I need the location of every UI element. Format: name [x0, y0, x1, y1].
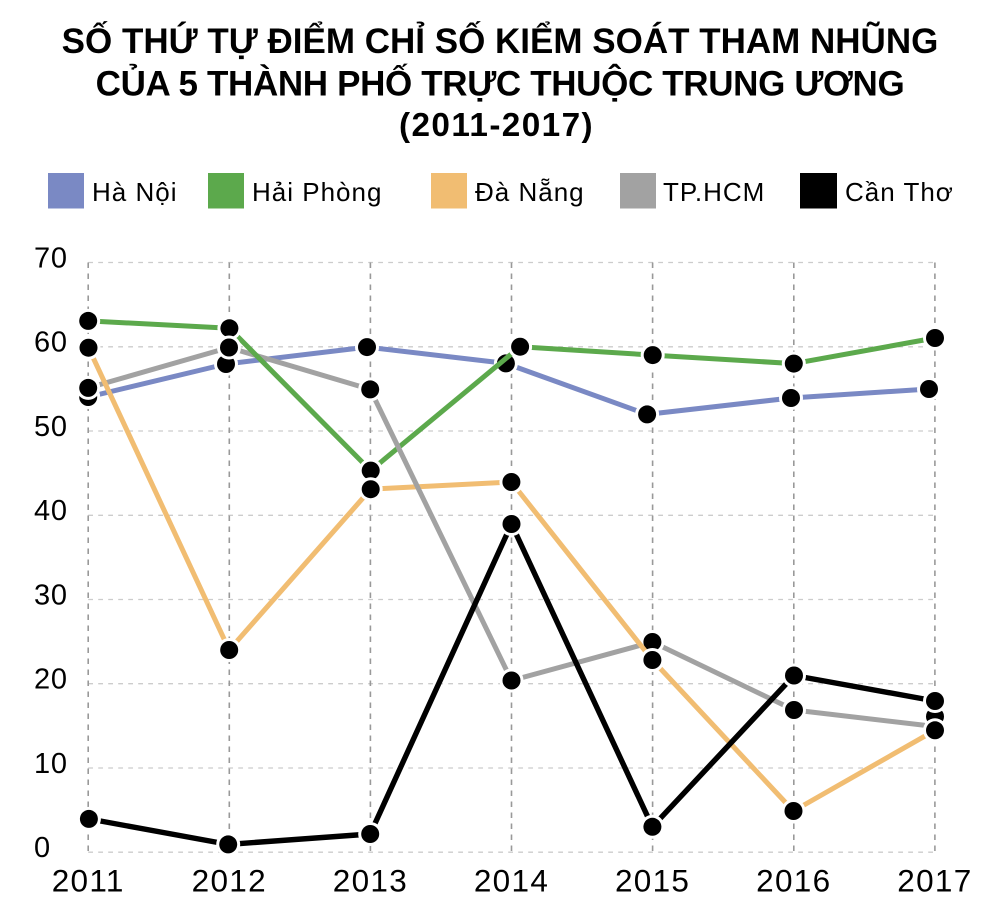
svg-text:2011: 2011: [52, 863, 125, 899]
svg-text:50: 50: [34, 411, 68, 443]
svg-text:30: 30: [34, 579, 68, 611]
svg-text:CỦA 5 THÀNH PHỐ TRỰC THUỘC TRU: CỦA 5 THÀNH PHỐ TRỰC THUỘC TRUNG ƯƠNG: [96, 64, 905, 104]
svg-text:2017: 2017: [897, 863, 972, 899]
svg-text:10: 10: [34, 748, 68, 780]
svg-text:Hà Nội: Hà Nội: [92, 177, 177, 207]
svg-text:Đà Nẵng: Đà Nẵng: [475, 177, 585, 207]
svg-text:70: 70: [34, 242, 68, 274]
svg-text:0: 0: [34, 832, 51, 864]
svg-text:2013: 2013: [333, 863, 408, 899]
svg-text:TP.HCM: TP.HCM: [663, 177, 765, 207]
svg-text:Cần Thơ: Cần Thơ: [845, 177, 954, 207]
svg-text:2012: 2012: [192, 863, 267, 899]
svg-text:(2011-2017): (2011-2017): [399, 107, 594, 144]
svg-text:40: 40: [34, 495, 68, 527]
svg-text:2016: 2016: [756, 863, 831, 899]
svg-text:20: 20: [34, 664, 68, 696]
svg-text:60: 60: [34, 327, 68, 359]
svg-text:2015: 2015: [615, 863, 690, 899]
svg-text:Hải Phòng: Hải Phòng: [252, 177, 382, 207]
svg-text:2014: 2014: [474, 863, 549, 899]
svg-text:SỐ THỨ TỰ ĐIỂM CHỈ SỐ KIỂM SOÁ: SỐ THỨ TỰ ĐIỂM CHỈ SỐ KIỂM SOÁT THAM NHŨ…: [62, 21, 939, 61]
